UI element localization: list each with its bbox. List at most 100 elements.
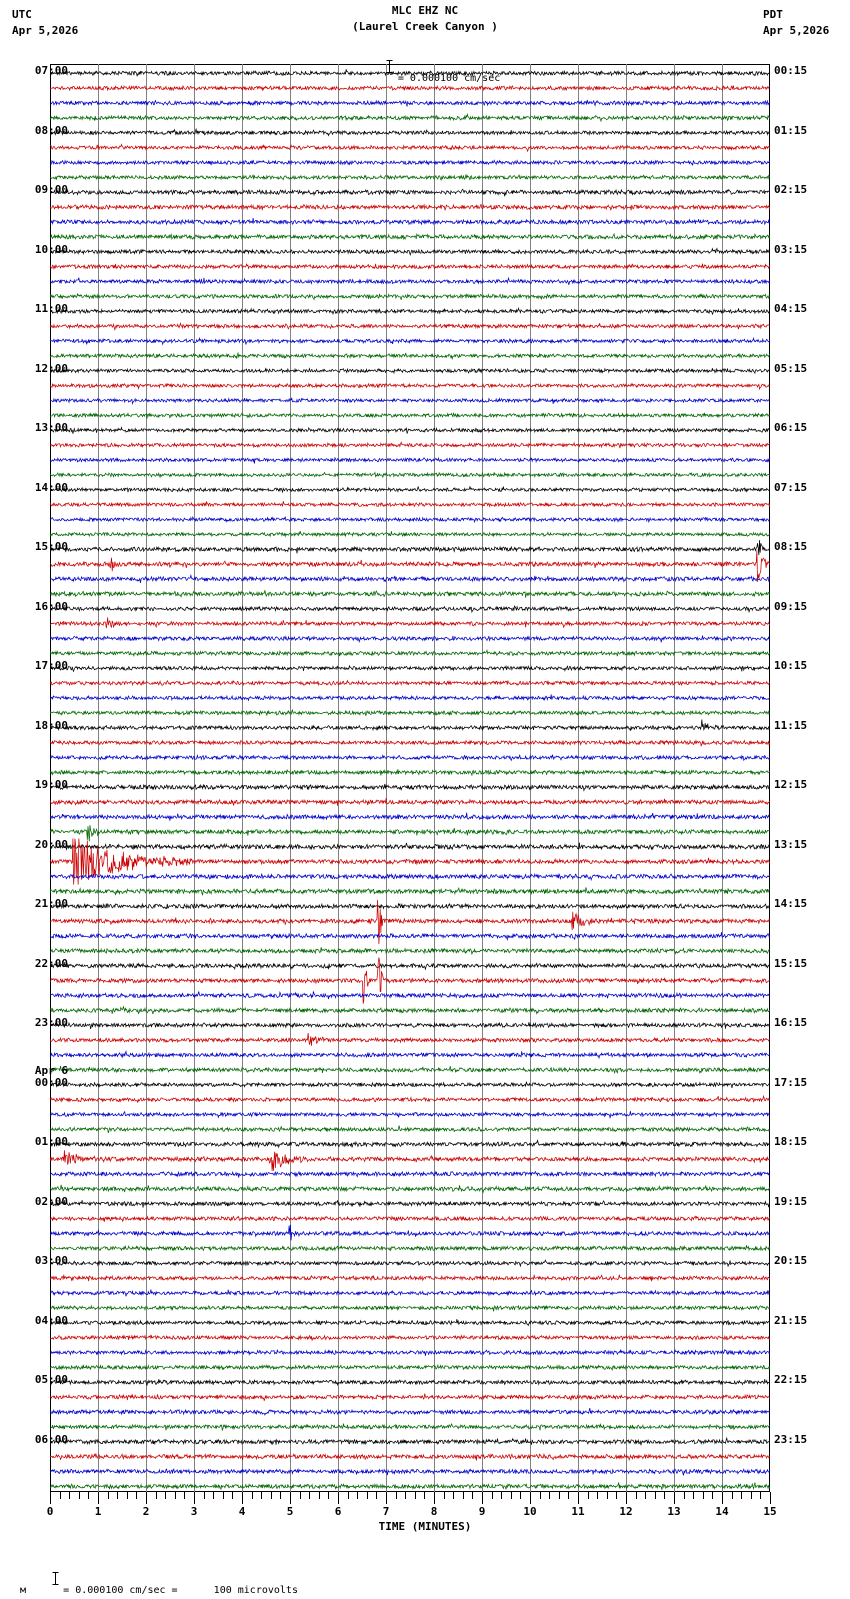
- trace-2100-seg3: [50, 947, 770, 956]
- x-tick-minor-9.8: [520, 1492, 522, 1499]
- x-tick-label-3: 3: [190, 1505, 198, 1518]
- trace-1800-seg0: [50, 719, 770, 732]
- vertical-bar-icon: [362, 49, 393, 87]
- x-tick-minor-4.4: [261, 1492, 263, 1499]
- pdt-hour-label-1315: 13:15: [774, 837, 808, 851]
- pdt-hour-label-1915: 19:15: [774, 1194, 808, 1208]
- gridline-minute-11: [578, 64, 579, 1492]
- trace-1900-seg2: [50, 812, 770, 821]
- x-tick-minor-9.6: [510, 1492, 512, 1499]
- x-tick-minor-0.8: [88, 1492, 90, 1499]
- utc-hour-label-1000: 10:00: [34, 242, 68, 256]
- trace-0500-seg1: [50, 1393, 770, 1401]
- trace-1300-seg0: [50, 426, 770, 434]
- pdt-hour-label-0815: 08:15: [774, 540, 808, 554]
- trace-0400-seg0: [50, 1319, 770, 1327]
- utc-hour-label-0200: 02:00: [34, 1194, 68, 1208]
- trace-2000-seg2: [50, 872, 770, 882]
- x-tick-label-13: 13: [667, 1505, 681, 1518]
- utc-hour-label-0500: 05:00: [34, 1373, 68, 1387]
- x-tick-major-12.0: [626, 1492, 627, 1504]
- trace-0900-seg0: [50, 188, 770, 197]
- station-location: (Laurel Creek Canyon ): [352, 20, 498, 33]
- helicorder-plot[interactable]: [50, 64, 770, 1492]
- pdt-hour-label-1815: 18:15: [774, 1135, 808, 1149]
- trace-1500-seg0: [50, 540, 770, 556]
- x-tick-minor-11.4: [597, 1492, 599, 1499]
- x-tick-minor-7.6: [414, 1492, 416, 1499]
- x-tick-minor-7.2: [395, 1492, 397, 1499]
- trace-0800-seg1: [50, 143, 770, 153]
- pdt-hour-label-1015: 10:15: [774, 659, 808, 673]
- x-tick-minor-11.2: [587, 1492, 589, 1499]
- x-tick-minor-7.8: [424, 1492, 426, 1499]
- plot-frame: [50, 64, 770, 1492]
- x-tick-major-15.0: [770, 1492, 771, 1504]
- trace-2300-seg1: [50, 1033, 770, 1046]
- x-tick-minor-12.2: [635, 1492, 637, 1499]
- x-tick-major-4.0: [242, 1492, 243, 1504]
- utc-hour-label-1500: 15:00: [34, 540, 68, 554]
- pdt-hour-label-0715: 07:15: [774, 480, 808, 494]
- gridline-minute-6: [338, 64, 339, 1492]
- pdt-hour-label-2315: 23:15: [774, 1432, 808, 1446]
- x-tick-minor-4.6: [270, 1492, 272, 1499]
- x-tick-label-2: 2: [142, 1505, 150, 1518]
- trace-2000-seg0: [50, 842, 770, 851]
- utc-hour-label-0300: 03:00: [34, 1254, 68, 1268]
- gridline-minute-7: [386, 64, 387, 1492]
- vertical-bar-icon: [28, 1561, 59, 1599]
- utc-hour-label-2000: 20:00: [34, 837, 68, 851]
- utc-hour-label-0600: 06:00: [34, 1432, 68, 1446]
- x-tick-minor-9.2: [491, 1492, 493, 1499]
- trace-2200-seg3: [50, 1005, 770, 1015]
- trace-0700-seg1: [50, 84, 770, 92]
- x-tick-minor-11.6: [606, 1492, 608, 1499]
- trace-0500-seg2: [50, 1408, 770, 1416]
- x-tick-minor-6.6: [366, 1492, 368, 1499]
- utc-hour-label-0900: 09:00: [34, 183, 68, 197]
- trace-0200-seg3: [50, 1244, 770, 1252]
- x-tick-minor-14.4: [741, 1492, 743, 1499]
- x-tick-major-14.0: [722, 1492, 723, 1504]
- x-tick-minor-8.8: [472, 1492, 474, 1499]
- x-tick-minor-0.4: [69, 1492, 71, 1499]
- pdt-hour-label-0315: 03:15: [774, 242, 808, 256]
- footer-scale-text: = 0.000100 cm/sec = 100 microvolts: [63, 1585, 298, 1596]
- trace-0000-seg1: [50, 1094, 770, 1103]
- x-tick-minor-11.8: [616, 1492, 618, 1499]
- x-tick-major-3.0: [194, 1492, 195, 1504]
- pdt-timezone-label: PDT: [763, 8, 783, 21]
- trace-1500-seg1: [50, 550, 770, 582]
- trace-1400-seg3: [50, 531, 770, 538]
- trace-2200-seg1: [50, 957, 770, 1004]
- x-tick-major-11.0: [578, 1492, 579, 1504]
- trace-0600-seg1: [50, 1452, 770, 1462]
- trace-0500-seg3: [50, 1423, 770, 1431]
- x-tick-minor-6.8: [376, 1492, 378, 1499]
- trace-1300-seg1: [50, 441, 770, 449]
- trace-1100-seg0: [50, 307, 770, 316]
- gridline-minute-9: [482, 64, 483, 1492]
- x-tick-minor-12.8: [664, 1492, 666, 1499]
- pdt-hour-label-2115: 21:15: [774, 1313, 808, 1327]
- trace-2300-seg3: [50, 1065, 770, 1075]
- trace-1100-seg2: [50, 336, 770, 346]
- x-tick-minor-14.2: [731, 1492, 733, 1499]
- utc-hour-label-1700: 17:00: [34, 659, 68, 673]
- trace-1300-seg3: [50, 471, 770, 479]
- trace-2000-seg3: [50, 886, 770, 897]
- trace-2100-seg1: [50, 900, 770, 945]
- x-tick-major-1.0: [98, 1492, 99, 1504]
- pdt-hour-label-1115: 11:15: [774, 718, 808, 732]
- x-tick-label-6: 6: [334, 1505, 342, 1518]
- trace-0300-seg2: [50, 1289, 770, 1297]
- trace-2000-seg1: [50, 838, 770, 885]
- trace-0000-seg0: [50, 1081, 770, 1089]
- x-axis: 0 1 2 3 4 5 6 7 8 9 10 11 12 13 14 15: [47, 1492, 777, 1518]
- trace-1900-seg1: [50, 798, 770, 806]
- footer-scale-note: м = 0.000100 cm/sec = 100 microvolts: [8, 1550, 298, 1599]
- trace-1000-seg1: [50, 262, 770, 271]
- pdt-hour-label-0115: 01:15: [774, 123, 808, 137]
- gridline-minute-5: [290, 64, 291, 1492]
